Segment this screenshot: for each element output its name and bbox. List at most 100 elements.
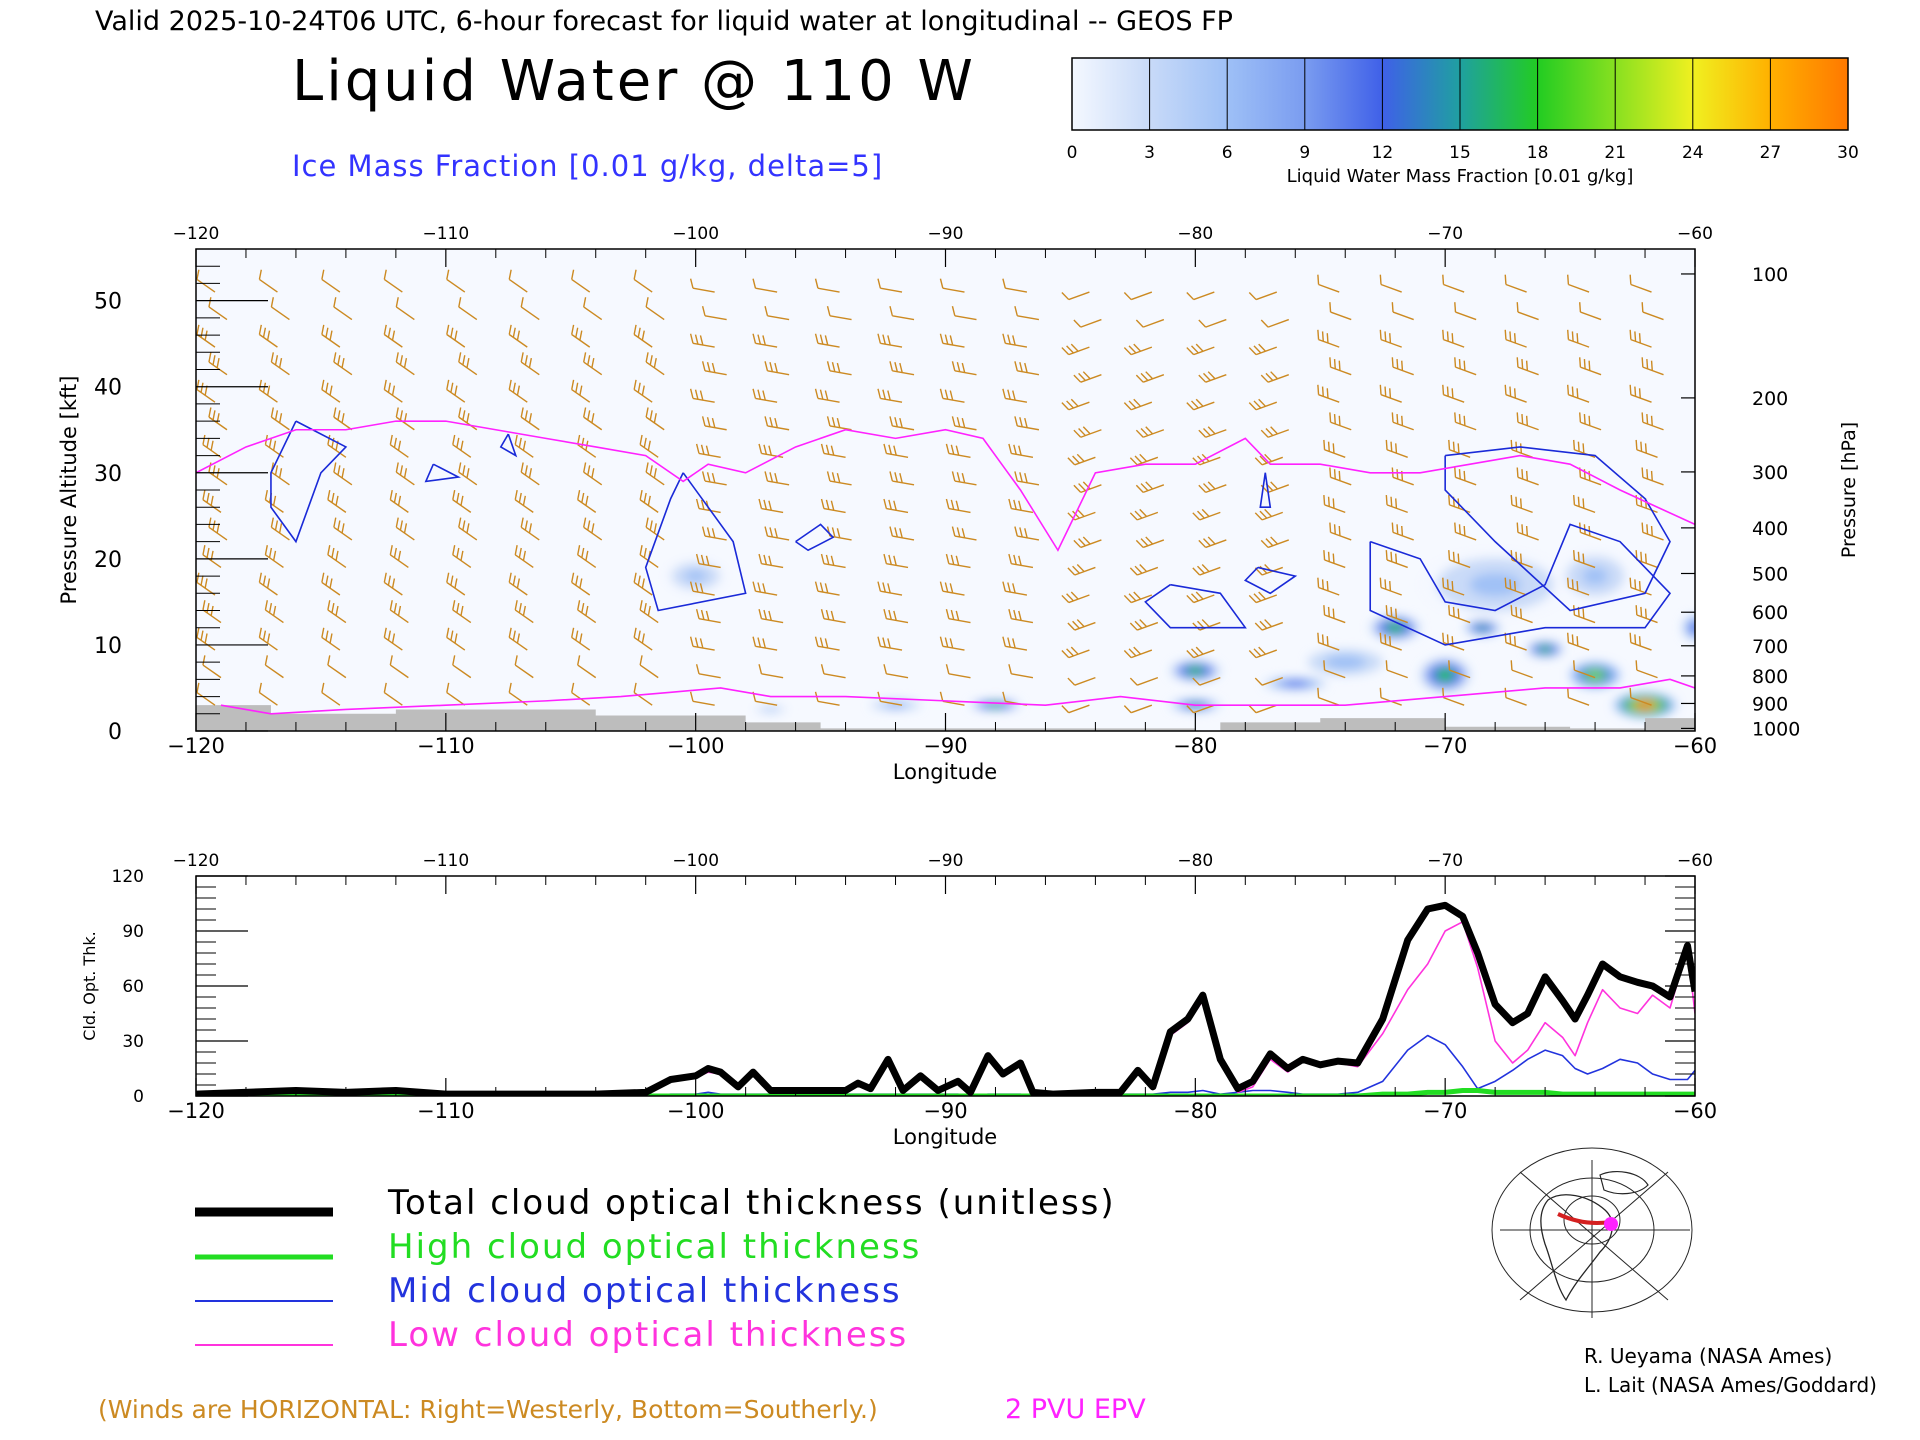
wind-barb [196, 682, 216, 706]
wind-barb [208, 352, 228, 376]
x-tick-label-top: −110 [422, 851, 469, 871]
wind-barb [645, 297, 665, 321]
wind-barb [202, 655, 222, 679]
liquid-water-field [664, 550, 1695, 719]
wind-barb [1014, 526, 1040, 541]
wind-barb [1385, 550, 1408, 569]
x-tick-label: −60 [1673, 734, 1717, 758]
x-tick-label: −90 [923, 1099, 967, 1123]
locator-point [1604, 1217, 1618, 1231]
wind-barb [820, 553, 846, 569]
wind-barb [1061, 591, 1090, 604]
x-tick-label-top: −60 [1677, 851, 1713, 871]
wind-barb [939, 636, 965, 651]
wind-barb [1573, 439, 1596, 458]
wind-barb [452, 655, 472, 679]
liquid-water-blob [1284, 681, 1306, 686]
wind-barb [951, 361, 977, 376]
y-tick-label: 30 [94, 462, 122, 487]
page-title: Liquid Water @ 110 W [292, 49, 976, 114]
wind-barb [689, 691, 715, 706]
winds-note: (Winds are HORIZONTAL: Right=Westerly, B… [98, 1395, 878, 1424]
colorbar-tick-label: 3 [1144, 143, 1155, 163]
wind-barb [321, 682, 341, 706]
wind-barb [889, 306, 915, 321]
wind-barb [1448, 550, 1471, 569]
wind-barb [321, 379, 341, 403]
wind-barb [1391, 302, 1414, 321]
wind-barb [1123, 704, 1153, 714]
wind-barb [1504, 632, 1527, 651]
colorbar-tick-label: 27 [1760, 143, 1782, 163]
wind-barb [1629, 384, 1652, 403]
pressure-tick-label: 700 [1752, 636, 1788, 658]
colorbar-cell [1770, 58, 1849, 130]
wind-barb [1135, 318, 1165, 328]
x-tick-label-top: −120 [173, 224, 220, 244]
wind-barb [689, 581, 715, 596]
liquid-water-blob [1586, 670, 1604, 680]
wind-barb [752, 333, 778, 348]
wind-barb [883, 609, 909, 624]
wind-barb [577, 489, 597, 513]
wind-barb [383, 572, 403, 596]
wind-barb [764, 306, 790, 321]
wind-barb [701, 306, 727, 321]
wind-barb [1579, 302, 1602, 321]
colorbar-tick-label: 12 [1372, 143, 1394, 163]
x-tick-label: −100 [667, 1099, 725, 1123]
wind-barb [1329, 467, 1352, 486]
wind-barb [258, 269, 278, 293]
wind-barb [520, 352, 540, 376]
x-tick-label-top: −90 [928, 851, 964, 871]
wind-barb [383, 682, 403, 706]
wind-barb [639, 434, 659, 458]
wind-barb [758, 498, 784, 514]
pressure-tick-label: 300 [1752, 462, 1788, 484]
liquid-water-blob [1538, 646, 1552, 653]
wind-barb [446, 627, 466, 651]
y-tick-label: 10 [94, 634, 122, 659]
wind-barb [814, 388, 840, 403]
wind-barb [883, 664, 909, 679]
wind-barb [1248, 646, 1278, 659]
wind-barb [752, 581, 778, 596]
x-tick-label: −70 [1423, 1099, 1467, 1123]
wind-barb [639, 489, 659, 513]
liquid-water-blob [986, 703, 1004, 708]
legend-label-high: High cloud optical thickness [388, 1227, 921, 1267]
wind-barb [1061, 291, 1090, 301]
wind-barb [1317, 632, 1340, 651]
wind-barb [1192, 453, 1221, 466]
wind-barb [1317, 687, 1340, 706]
wind-barb [1641, 302, 1664, 321]
wind-barb [208, 517, 228, 541]
ice-contour [270, 420, 348, 544]
pressure-tick-label: 600 [1752, 602, 1788, 624]
wind-barb [695, 553, 721, 569]
wind-barb [1260, 371, 1290, 383]
low-cloud-line [196, 921, 1695, 1095]
wind-barb [446, 572, 466, 596]
colorbar-cell [1382, 58, 1461, 130]
colorbar-cell [1537, 58, 1616, 130]
wind-barb [1260, 536, 1290, 549]
wind-barb [1248, 591, 1278, 604]
wind-barb [764, 361, 790, 376]
wind-barb [820, 609, 846, 624]
wind-barb [1567, 274, 1590, 293]
wind-barb [333, 462, 353, 486]
wind-barb [1317, 274, 1340, 293]
wind-barb [333, 352, 353, 376]
wind-barb [508, 572, 528, 596]
wind-barb [701, 361, 727, 376]
colorbar-tick-label: 9 [1299, 143, 1310, 163]
pressure-tick-label: 100 [1752, 264, 1788, 286]
wind-barb [695, 664, 721, 679]
wind-barb [877, 691, 903, 706]
wind-barb [1323, 550, 1346, 569]
y-tick-label: 0 [108, 720, 122, 745]
wind-barb [1129, 676, 1159, 686]
wind-barb [945, 498, 971, 514]
x-tick-label: −60 [1673, 1099, 1717, 1123]
